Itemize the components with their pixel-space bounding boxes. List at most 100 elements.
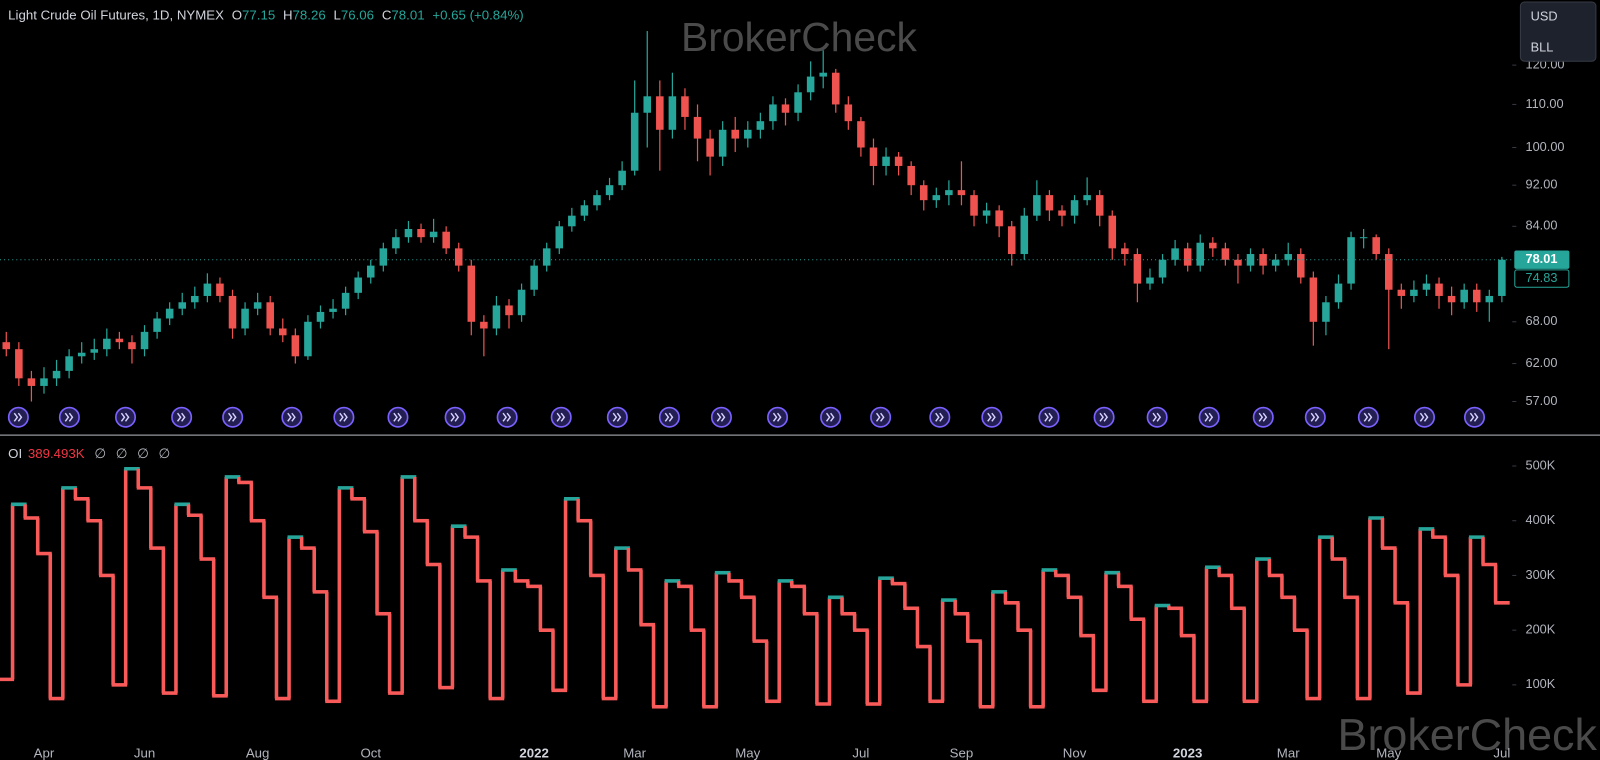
oi-placeholder: ∅ xyxy=(94,445,106,460)
event-icon-arrow xyxy=(556,412,566,422)
event-icon xyxy=(1198,406,1220,428)
candle-body xyxy=(203,283,212,296)
event-icon xyxy=(115,406,137,428)
oi-pane xyxy=(0,466,1510,709)
candle-body xyxy=(1271,259,1280,266)
second-price-label: 74.83 xyxy=(1526,270,1558,285)
legend-key: H xyxy=(283,7,293,22)
candle-body xyxy=(1259,254,1267,266)
y-tick-label: 62.00 xyxy=(1526,355,1558,370)
candle-body xyxy=(52,370,61,379)
event-icon-arrow xyxy=(450,412,460,422)
candle-body xyxy=(191,295,199,303)
event-icon xyxy=(222,406,244,428)
candle-body xyxy=(454,248,463,266)
event-icon-arrow xyxy=(1099,412,1109,422)
currency-panel-bg xyxy=(1519,1,1597,62)
unit-button[interactable]: BLL xyxy=(1531,39,1554,54)
candle-body xyxy=(957,190,966,196)
candle-body xyxy=(1133,254,1142,284)
event-icon xyxy=(1252,406,1274,428)
event-icon-circle xyxy=(115,406,137,428)
candle-body xyxy=(1183,248,1192,266)
legend-value: 77.15 xyxy=(242,7,275,22)
currency-button[interactable]: USD xyxy=(1531,9,1558,24)
candle-body xyxy=(731,129,740,139)
candle-body xyxy=(366,265,375,278)
event-icon-circle xyxy=(1252,406,1274,428)
oi-placeholder: ∅ xyxy=(159,445,171,460)
candle-body xyxy=(744,129,752,139)
candle-body xyxy=(995,210,1003,227)
event-icon xyxy=(820,406,842,428)
event-icon xyxy=(1463,406,1486,428)
candle-body xyxy=(681,96,689,117)
legend-key: O xyxy=(232,7,242,22)
candle-body xyxy=(1033,195,1041,216)
candle-body xyxy=(77,352,86,357)
event-icon xyxy=(1357,406,1379,428)
event-icon-circle xyxy=(444,406,466,428)
oi-legend: OI 389.493K ∅ ∅ ∅ ∅ xyxy=(8,445,170,460)
candle-body xyxy=(932,195,941,201)
candle-body xyxy=(492,305,501,329)
candle-body xyxy=(65,356,73,371)
oi-y-tick-label: 400K xyxy=(1526,512,1556,527)
candle-body xyxy=(530,265,538,290)
candle-body xyxy=(819,72,827,77)
oi-y-tick-label: 500K xyxy=(1526,457,1556,472)
event-icon-circle xyxy=(767,406,789,428)
event-icon-arrow xyxy=(664,412,674,422)
candle-body xyxy=(1334,283,1343,303)
event-icon-arrow xyxy=(716,412,726,422)
legend-value: 78.26 xyxy=(293,7,326,22)
candle-body xyxy=(1083,195,1091,201)
event-icon-circle xyxy=(281,406,303,428)
event-icon-circle xyxy=(1146,406,1168,428)
candle-body xyxy=(40,378,48,386)
event-icon-arrow xyxy=(1258,412,1268,422)
event-icon-arrow xyxy=(875,412,885,422)
event-icon-arrow xyxy=(825,412,835,422)
candle-body xyxy=(1472,289,1481,303)
x-tick-label: Mar xyxy=(1277,745,1300,760)
candle-body xyxy=(27,378,36,386)
candle-body xyxy=(769,104,777,122)
oi-placeholder: ∅ xyxy=(137,445,149,460)
event-icon xyxy=(1038,406,1060,428)
event-icon-arrow xyxy=(176,412,186,422)
last-price-label: 78.01 xyxy=(1526,251,1558,266)
event-icon-circle xyxy=(7,406,29,428)
candle-body xyxy=(1007,226,1016,255)
event-icon xyxy=(171,406,193,428)
candle-body xyxy=(228,295,237,329)
candle-body xyxy=(568,215,576,227)
event-icon xyxy=(767,406,789,428)
candle-body xyxy=(1146,277,1154,284)
candle-body xyxy=(1171,248,1179,260)
candle-body xyxy=(1359,237,1368,239)
event-icon-arrow xyxy=(502,412,512,422)
event-icon xyxy=(444,406,466,428)
candle-body xyxy=(894,156,903,166)
candle-body xyxy=(316,311,325,322)
candle-body xyxy=(844,104,853,122)
event-icon-circle xyxy=(820,406,842,428)
event-icon-circle xyxy=(222,406,244,428)
legend-value: 76.06 xyxy=(341,7,374,22)
event-icon-circle xyxy=(658,406,680,428)
event-icon-arrow xyxy=(1419,412,1429,422)
event-icon-arrow xyxy=(64,412,74,422)
candle-body xyxy=(291,335,300,357)
currency-panel[interactable]: USD BLL xyxy=(1519,1,1597,62)
candle-body xyxy=(1196,242,1205,266)
y-tick-label: 110.00 xyxy=(1526,96,1564,111)
x-tick-label: Aug xyxy=(246,745,270,760)
candle-body xyxy=(1410,289,1418,296)
event-icon xyxy=(7,406,29,428)
event-icon xyxy=(333,406,355,428)
candle-body xyxy=(756,121,765,130)
event-icon-circle xyxy=(496,406,518,428)
x-tick-label: Jun xyxy=(134,745,155,760)
